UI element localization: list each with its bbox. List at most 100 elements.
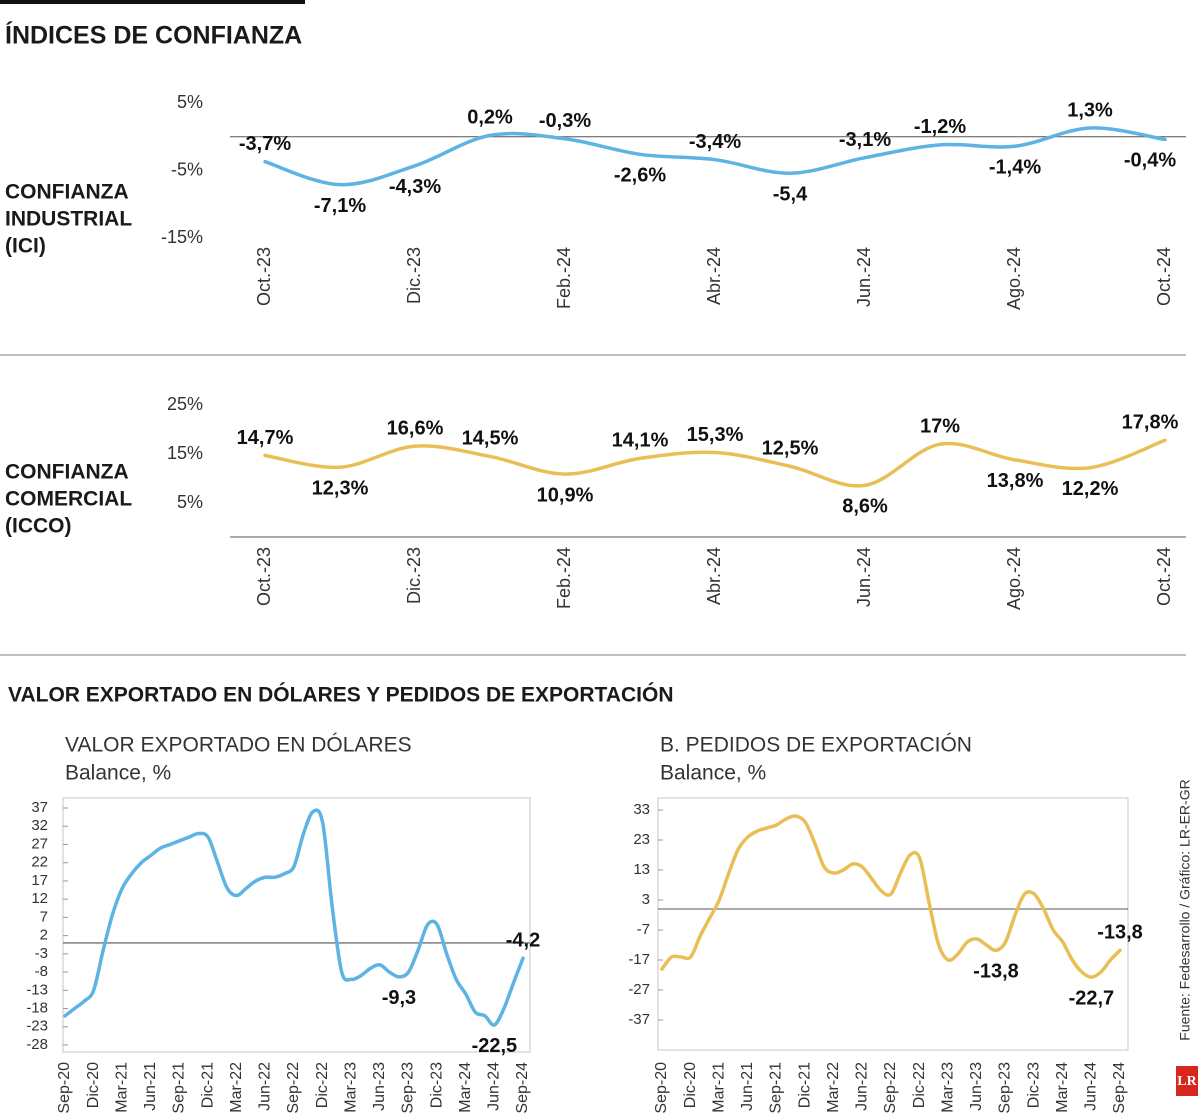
row-title: (ICI) [5, 235, 46, 258]
value-label: -0,4% [1124, 150, 1176, 172]
value-label: -3,4% [689, 131, 741, 153]
x-tick-label: Sep-21 [171, 1062, 188, 1114]
value-label: -4,3% [389, 176, 441, 198]
y-tick-label: 13 [633, 861, 650, 878]
row-title: CONFIANZA [5, 181, 129, 204]
x-tick-label: Jun.-24 [854, 247, 874, 307]
value-label: 8,6% [842, 496, 888, 518]
x-tick-label: Oct.-23 [254, 247, 274, 306]
y-tick-label: 12 [31, 890, 48, 907]
value-label: 16,6% [387, 417, 444, 439]
y-tick-label: 25% [167, 394, 203, 414]
value-label: 13,8% [987, 470, 1044, 492]
value-label: -9,3 [382, 987, 416, 1009]
value-label: -7,1% [314, 195, 366, 217]
row-title: CONFIANZA [5, 461, 129, 484]
value-label: -22,7 [1069, 987, 1115, 1009]
logo: LR [1177, 1074, 1197, 1089]
plot-frame [657, 797, 1129, 1051]
x-tick-label: Mar-23 [939, 1062, 956, 1113]
x-tick-label: Dic-23 [1025, 1062, 1042, 1108]
y-tick-label: 15% [167, 443, 203, 463]
value-label: 10,9% [537, 484, 594, 506]
y-tick-label: -27 [628, 981, 650, 998]
y-tick-label: 23 [633, 831, 650, 848]
x-tick-label: Dic.-23 [404, 247, 424, 304]
value-label: 12,2% [1062, 478, 1119, 500]
x-tick-label: Mar-22 [825, 1062, 842, 1113]
x-tick-label: Sep-23 [400, 1062, 417, 1114]
y-tick-label: 5% [177, 92, 203, 112]
page-title: ÍNDICES DE CONFIANZA [5, 21, 302, 50]
x-tick-label: Jun-22 [257, 1062, 274, 1111]
value-label: -22,5 [472, 1035, 518, 1057]
x-tick-label: Jun-23 [371, 1062, 388, 1111]
x-tick-label: Oct.-24 [1154, 247, 1174, 306]
row-title: (ICCO) [5, 515, 72, 538]
y-tick-label: 27 [31, 835, 48, 852]
x-tick-label: Sep-20 [653, 1062, 670, 1114]
value-label: 17,8% [1122, 412, 1179, 434]
value-label: -3,1% [839, 129, 891, 151]
x-tick-label: Jun-21 [739, 1062, 756, 1111]
x-tick-label: Abr.-24 [704, 247, 724, 305]
x-tick-label: Abr.-24 [704, 547, 724, 605]
row-title: INDUSTRIAL [5, 208, 132, 231]
x-tick-label: Sep-22 [882, 1062, 899, 1114]
logo-box [1176, 1066, 1198, 1096]
value-label: -1,2% [914, 116, 966, 138]
section-title: VALOR EXPORTADO EN DÓLARES Y PEDIDOS DE … [8, 683, 673, 707]
value-label: 12,5% [762, 438, 819, 460]
data-line [263, 438, 1167, 488]
x-tick-label: Sep-24 [1111, 1062, 1128, 1114]
x-tick-label: Ago.-24 [1004, 547, 1024, 610]
y-tick-label: 7 [40, 908, 48, 925]
value-label: 14,1% [612, 430, 669, 452]
value-label: -13,8 [973, 961, 1019, 983]
x-tick-label: Jun-24 [1083, 1062, 1100, 1111]
x-tick-label: Mar-21 [710, 1062, 727, 1113]
y-tick-label: 2 [40, 927, 48, 944]
value-label: -1,4% [989, 156, 1041, 178]
y-tick-label: -15% [161, 227, 203, 247]
plot-frame [62, 797, 531, 1053]
chart-subtitle: Balance, % [65, 762, 171, 785]
x-tick-label: Jun-23 [968, 1062, 985, 1111]
x-tick-label: Dic-20 [682, 1062, 699, 1108]
y-tick-label: -37 [628, 1011, 650, 1028]
x-tick-label: Mar-21 [113, 1062, 130, 1113]
data-line [263, 126, 1167, 187]
x-tick-label: Mar-24 [457, 1062, 474, 1113]
x-tick-label: Oct.-24 [1154, 547, 1174, 606]
value-label: -13,8 [1097, 922, 1143, 944]
chart-title: B. PEDIDOS DE EXPORTACIÓN [660, 734, 972, 757]
value-label: 12,3% [312, 478, 369, 500]
y-tick-label: -28 [26, 1036, 48, 1053]
y-tick-label: 5% [177, 492, 203, 512]
x-tick-label: Sep-22 [285, 1062, 302, 1114]
value-label: 14,5% [462, 428, 519, 450]
x-tick-label: Dic-20 [85, 1062, 102, 1108]
y-tick-label: 33 [633, 801, 650, 818]
chart-subtitle: Balance, % [660, 762, 766, 785]
x-tick-label: Jun-21 [142, 1062, 159, 1111]
row-title: COMERCIAL [5, 488, 132, 511]
y-tick-label: -18 [26, 1000, 48, 1017]
x-tick-label: Jun-22 [854, 1062, 871, 1111]
x-tick-label: Sep-23 [997, 1062, 1014, 1114]
value-label: -3,7% [239, 133, 291, 155]
value-label: -5,4 [773, 183, 808, 205]
x-tick-label: Dic-22 [911, 1062, 928, 1108]
x-tick-label: Sep-20 [56, 1062, 73, 1114]
x-tick-label: Mar-24 [1054, 1062, 1071, 1113]
y-tick-label: 32 [31, 817, 48, 834]
y-tick-label: -17 [628, 951, 650, 968]
chart-title: VALOR EXPORTADO EN DÓLARES [65, 734, 412, 757]
value-label: -4,2 [506, 930, 540, 952]
x-tick-label: Jun-24 [486, 1062, 503, 1111]
y-tick-label: 22 [31, 854, 48, 871]
value-label: 14,7% [237, 427, 294, 449]
value-label: 15,3% [687, 424, 744, 446]
